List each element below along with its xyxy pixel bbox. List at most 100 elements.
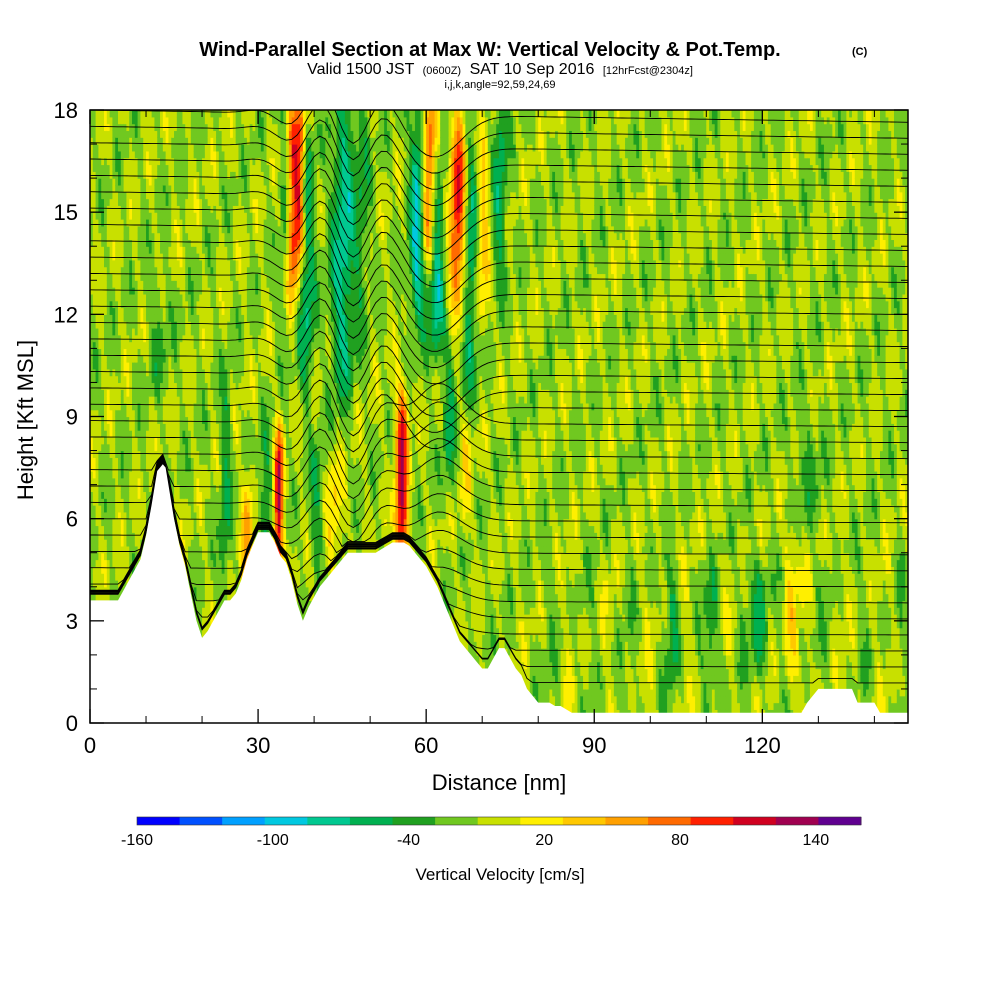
vv-cell [112,184,116,193]
vv-cell [148,314,153,322]
vv-cell [146,130,150,138]
vv-cell [126,511,130,520]
vv-cell [109,389,114,397]
vv-cell [134,198,139,206]
vv-cell [92,368,97,377]
vv-cell [146,164,150,172]
vv-cell [118,552,122,561]
vv-cell [140,110,144,118]
vv-cell [115,232,119,241]
vv-cell [120,375,125,384]
vv-cell [104,396,108,404]
vv-cell [126,348,130,356]
vv-cell [146,137,150,145]
vv-cell [140,273,144,281]
vv-cell [137,184,142,193]
vv-cell [95,402,99,411]
vv-cell [106,416,111,424]
vv-cell [95,484,99,493]
vv-cell [148,116,153,125]
vv-cell [106,341,111,349]
vv-cell [92,573,97,581]
vv-cell [137,191,142,200]
vv-cell [92,389,97,397]
vv-cell [118,157,122,166]
vv-cell [151,307,156,315]
vv-cell [92,593,97,601]
vv-cell [106,402,111,411]
vv-cell [143,253,147,261]
vv-cell [132,293,136,302]
vv-cell [95,314,99,322]
vv-cell [132,484,136,493]
vv-cell [146,218,150,227]
vv-cell [143,436,147,445]
vv-cell [104,205,108,213]
vv-cell [143,212,147,220]
vv-cell [106,300,111,309]
vv-cell [109,218,114,227]
vv-cell [90,423,94,431]
vv-cell [115,436,119,445]
vv-cell [146,225,150,234]
vv-cell [143,266,147,275]
vv-cell [129,232,133,241]
vv-cell [90,178,94,186]
vv-cell [109,184,114,193]
vv-cell [123,566,128,574]
vv-cell [132,416,136,424]
vv-cell [140,402,144,411]
vv-cell [137,389,142,397]
vv-cell [101,191,105,200]
vv-cell [140,137,144,145]
vv-cell [140,457,144,465]
vv-cell [126,171,130,179]
vv-cell [90,450,94,458]
vv-cell [95,205,99,213]
vv-cell [95,430,99,438]
vv-cell [115,416,119,424]
vv-cell [90,300,94,309]
vv-cell [126,443,130,452]
vv-cell [92,137,97,145]
vv-cell [98,505,102,513]
vv-cell [95,552,99,561]
vv-cell [123,470,128,479]
vv-cell [129,430,133,438]
vv-cell [112,430,116,438]
vv-cell [123,300,128,309]
vv-cell [134,484,139,493]
vv-cell [126,518,130,527]
vv-cell [98,225,102,234]
vv-cell [123,443,128,452]
vv-cell [123,402,128,411]
vv-cell [92,470,97,479]
vv-cell [123,518,128,527]
vv-cell [90,402,94,411]
vv-cell [115,341,119,349]
vv-cell [148,232,153,241]
vv-cell [101,266,105,275]
vv-cell [148,253,153,261]
vv-cell [90,552,94,561]
vv-cell [151,273,156,281]
vv-cell [106,116,111,125]
vv-cell [126,130,130,138]
vv-cell [106,293,111,302]
vv-cell [115,157,119,166]
vv-cell [120,348,125,356]
vv-cell [95,259,99,268]
vv-cell [98,191,102,200]
vv-cell [148,375,153,384]
vv-cell [148,280,153,288]
vv-cell [115,573,119,581]
vv-cell [134,253,139,261]
vv-cell [118,484,122,493]
vv-cell [118,225,122,234]
vv-cell [106,273,111,281]
vv-cell [151,436,156,445]
vv-cell [140,423,144,431]
vv-cell [140,280,144,288]
vv-cell [118,566,122,574]
vv-cell [112,341,116,349]
